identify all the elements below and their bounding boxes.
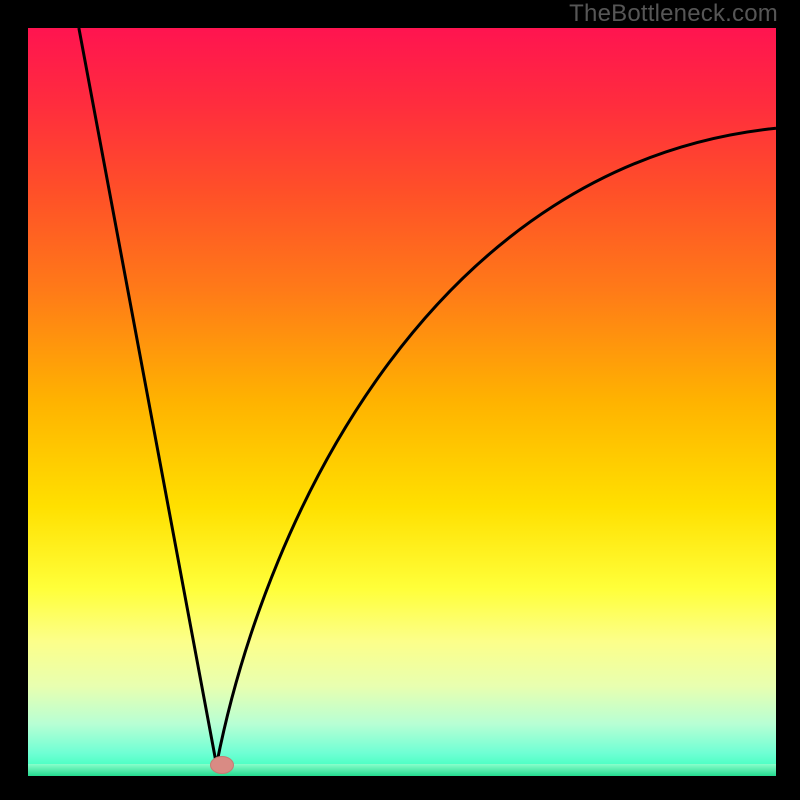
bottleneck-curve xyxy=(28,28,776,776)
curve-path xyxy=(79,28,776,765)
plot-area xyxy=(28,28,776,776)
optimal-band xyxy=(28,764,776,776)
watermark-label: TheBottleneck.com xyxy=(569,0,778,28)
value-marker xyxy=(210,756,234,774)
chart-canvas: TheBottleneck.com xyxy=(0,0,800,800)
